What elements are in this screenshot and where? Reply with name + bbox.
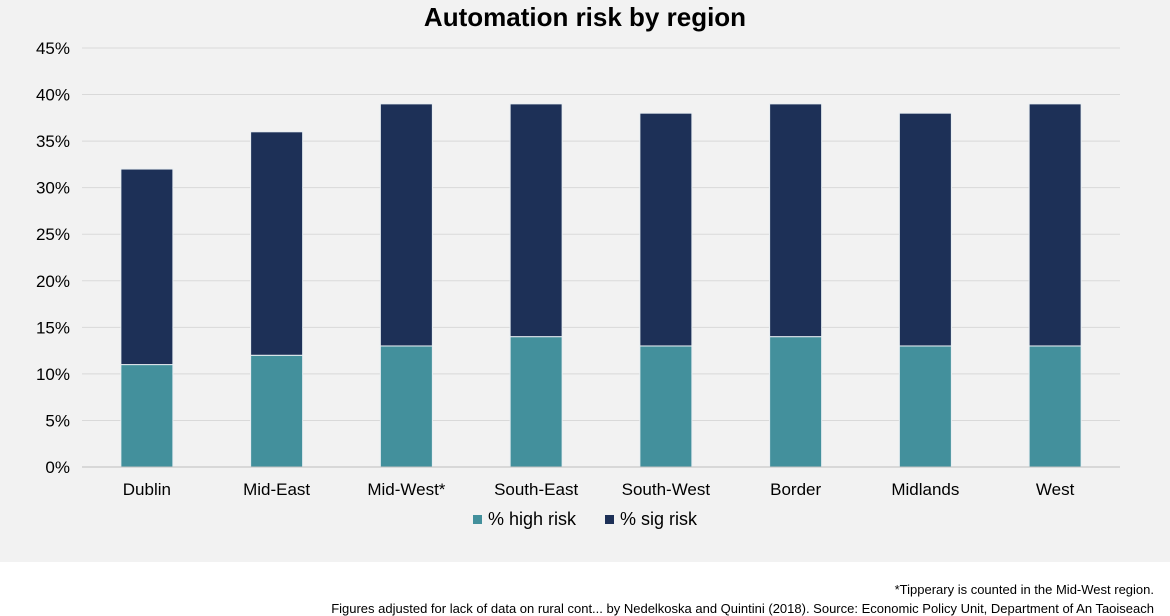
legend-swatch-sig-risk bbox=[605, 515, 615, 524]
x-tick-label: West bbox=[1036, 480, 1075, 499]
x-tick-label: South-West bbox=[622, 480, 711, 499]
chart-title: Automation risk by region bbox=[423, 2, 747, 32]
bar-high-risk bbox=[120, 364, 174, 468]
y-tick-label: 35% bbox=[36, 132, 70, 151]
y-tick-label: 0% bbox=[45, 458, 70, 477]
bar-sig-risk bbox=[898, 112, 952, 347]
bar-high-risk bbox=[379, 345, 433, 468]
bar-sig-risk bbox=[250, 131, 304, 356]
chart-panel: Automation risk by region 0% 5% 10% 15% 20% 2… bbox=[0, 0, 1170, 562]
x-tick-label: Mid-West* bbox=[367, 480, 445, 499]
bar-high-risk bbox=[898, 345, 952, 468]
bar-sig-risk bbox=[1028, 103, 1082, 347]
legend-swatch-high-risk bbox=[472, 515, 482, 524]
bar-sig-risk bbox=[639, 112, 693, 347]
legend-label-high-risk: % high risk bbox=[487, 509, 576, 529]
stacked-bar-chart: 0% 5% 10% 15% 20% 25% 30% 35% 40% 45% Dublin Mid-Ea… bbox=[36, 39, 1120, 499]
chart-legend: % high risk % sig risk bbox=[0, 508, 1170, 530]
x-tick-label: Midlands bbox=[891, 480, 959, 499]
bar-sig-risk bbox=[120, 168, 174, 366]
bar-high-risk bbox=[769, 336, 823, 468]
bar-sig-risk bbox=[509, 103, 563, 338]
y-tick-label: 15% bbox=[36, 318, 70, 337]
y-tick-label: 20% bbox=[36, 272, 70, 291]
x-tick-label: Dublin bbox=[123, 480, 171, 499]
legend-item-sig-risk: % sig risk bbox=[605, 509, 697, 530]
footnote: *Tipperary is counted in the Mid-West re… bbox=[894, 582, 1154, 597]
source-note: Figures adjusted for lack of data on rur… bbox=[331, 601, 1154, 616]
y-tick-label: 45% bbox=[36, 39, 70, 58]
x-tick-label: Border bbox=[770, 480, 821, 499]
y-tick-label: 10% bbox=[36, 365, 70, 384]
y-tick-label: 40% bbox=[36, 86, 70, 105]
bar-high-risk bbox=[509, 336, 563, 468]
y-tick-label: 5% bbox=[45, 411, 70, 430]
legend-item-high-risk: % high risk bbox=[472, 509, 576, 530]
bar-high-risk bbox=[250, 354, 304, 468]
y-tick-label: 25% bbox=[36, 225, 70, 244]
bar-sig-risk bbox=[379, 103, 433, 347]
y-tick-label: 30% bbox=[36, 179, 70, 198]
x-tick-label: Mid-East bbox=[243, 480, 310, 499]
legend-label-sig-risk: % sig risk bbox=[620, 509, 698, 529]
bar-high-risk bbox=[639, 345, 693, 468]
bar-high-risk bbox=[1028, 345, 1082, 468]
bar-sig-risk bbox=[769, 103, 823, 338]
x-tick-label: South-East bbox=[494, 480, 578, 499]
